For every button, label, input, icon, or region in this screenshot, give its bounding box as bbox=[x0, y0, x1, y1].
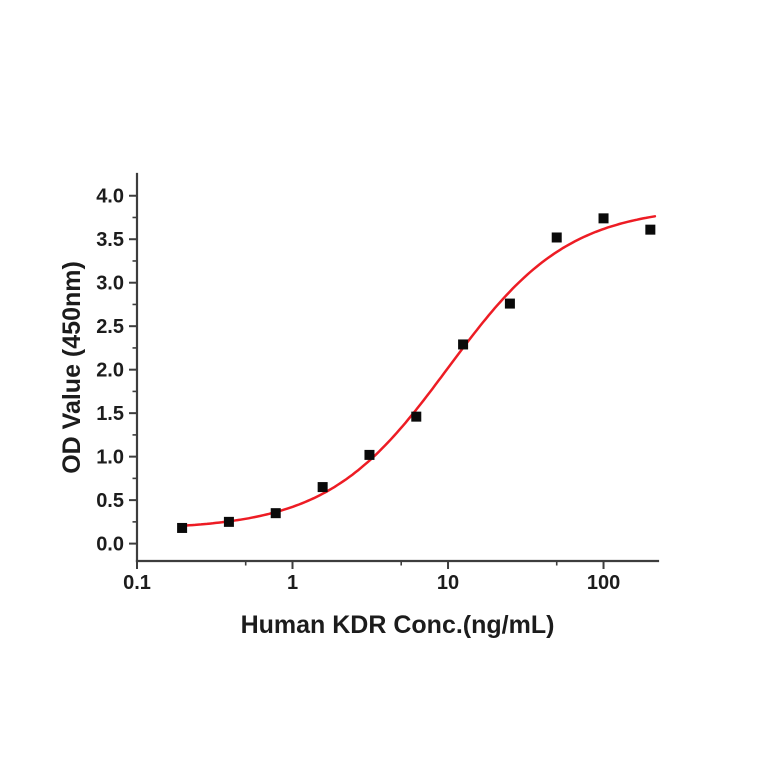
y-axis-tick-labels: 0.0 0.5 1.0 1.5 2.0 2.5 3.0 3.5 4.0 bbox=[96, 186, 124, 556]
x-axis-tick-labels: 0.1 1 10 100 bbox=[123, 572, 620, 594]
data-point-marker bbox=[458, 339, 469, 350]
y-tick-label: 1.0 bbox=[96, 447, 124, 469]
x-tick-label: 10 bbox=[437, 572, 459, 594]
data-point-marker bbox=[411, 411, 422, 422]
x-axis-ticks bbox=[136, 561, 605, 569]
y-tick-label: 0.0 bbox=[96, 534, 124, 556]
y-tick-label: 2.0 bbox=[96, 360, 124, 382]
x-tick-label: 0.1 bbox=[123, 572, 151, 594]
y-axis-title: OD Value (450nm) bbox=[58, 261, 86, 474]
data-point-marker bbox=[223, 516, 234, 527]
data-point-marker bbox=[364, 449, 375, 460]
x-tick-label: 100 bbox=[587, 572, 620, 594]
x-tick-label: 1 bbox=[287, 572, 298, 594]
fit-curve bbox=[179, 215, 657, 528]
data-point-marker bbox=[598, 213, 609, 224]
data-point-marker bbox=[270, 508, 281, 519]
data-point-marker bbox=[551, 232, 562, 243]
y-axis-ticks bbox=[129, 194, 137, 545]
data-point-marker bbox=[317, 482, 328, 493]
data-point-marker bbox=[177, 522, 188, 533]
fit-curve-layer bbox=[179, 215, 657, 528]
data-point-marker bbox=[504, 298, 515, 309]
x-axis-title: Human KDR Conc.(ng/mL) bbox=[241, 611, 555, 639]
y-tick-label: 3.0 bbox=[96, 273, 124, 295]
y-tick-label: 3.5 bbox=[96, 229, 124, 251]
data-point-marker bbox=[645, 224, 656, 235]
y-tick-label: 2.5 bbox=[96, 316, 124, 338]
axes bbox=[135, 172, 660, 563]
y-tick-label: 0.5 bbox=[96, 490, 124, 512]
y-tick-label: 4.0 bbox=[96, 186, 124, 208]
y-tick-label: 1.5 bbox=[96, 403, 124, 425]
data-points-layer bbox=[177, 213, 656, 533]
